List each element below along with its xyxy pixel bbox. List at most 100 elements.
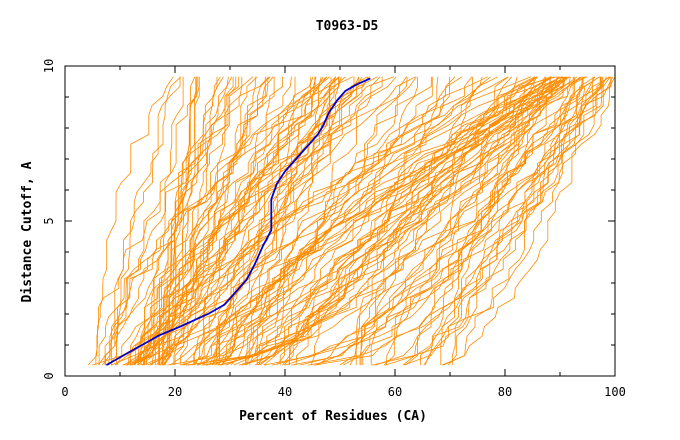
background-series-line	[162, 76, 324, 366]
background-series-line	[165, 76, 196, 366]
y-tick-label: 5	[42, 217, 56, 224]
background-series-line	[131, 76, 564, 366]
background-series-line	[451, 76, 564, 366]
background-series-line	[288, 76, 570, 366]
background-series-line	[221, 76, 536, 366]
background-series-line	[245, 76, 552, 366]
background-series-line	[116, 76, 353, 366]
background-series-line	[218, 76, 538, 366]
highlight-series-group	[105, 77, 371, 366]
x-tick-label: 60	[388, 385, 402, 399]
background-series-line	[122, 76, 258, 366]
background-series-group	[87, 76, 616, 366]
highlight-series-line	[105, 77, 371, 366]
background-series-line	[146, 76, 274, 366]
background-series-line	[105, 76, 181, 366]
x-axis-label: Percent of Residues (CA)	[239, 409, 427, 424]
background-series-line	[116, 76, 314, 366]
background-series-line	[185, 76, 558, 366]
background-series-line	[167, 76, 499, 366]
background-series-line	[163, 76, 275, 366]
background-series-line	[375, 76, 601, 366]
x-tick-label: 20	[168, 385, 182, 399]
background-series-line	[349, 76, 551, 366]
background-series-line	[238, 76, 559, 366]
x-tick-label: 100	[604, 385, 626, 399]
background-series-line	[218, 76, 360, 366]
background-series-line	[209, 76, 567, 366]
background-series-line	[199, 76, 360, 366]
background-series-line	[248, 76, 381, 366]
background-series-line	[180, 76, 408, 366]
background-series-line	[187, 76, 574, 366]
background-series-line	[233, 76, 568, 366]
background-series-line	[245, 76, 339, 366]
background-series-line	[225, 76, 512, 366]
background-series-line	[423, 76, 616, 366]
background-series-line	[220, 76, 368, 366]
background-series-line	[213, 76, 433, 366]
background-series-line	[193, 76, 552, 366]
background-series-line	[156, 76, 316, 366]
x-tick-label: 40	[278, 385, 292, 399]
background-series-line	[134, 76, 292, 366]
background-series-line	[162, 76, 269, 366]
background-series-line	[218, 76, 509, 366]
background-series-line	[385, 76, 576, 366]
background-series-line	[289, 76, 555, 366]
background-series-line	[447, 76, 607, 366]
background-series-line	[405, 76, 547, 366]
background-series-line	[162, 76, 200, 366]
background-series-line	[441, 76, 612, 366]
background-series-line	[180, 76, 328, 366]
background-series-line	[137, 76, 340, 366]
background-series-line	[283, 76, 570, 366]
y-tick-label: 10	[42, 59, 56, 73]
background-series-line	[162, 76, 383, 366]
background-series-line	[216, 76, 363, 366]
background-series-line	[102, 76, 229, 366]
background-series-line	[202, 76, 483, 366]
background-series-line	[284, 76, 612, 366]
background-series-line	[104, 76, 254, 366]
background-series-line	[402, 76, 583, 366]
background-series-line	[173, 76, 488, 366]
background-series-line	[308, 76, 604, 366]
background-series-line	[254, 76, 562, 366]
background-series-line	[98, 76, 200, 366]
background-series-line	[174, 76, 369, 366]
background-series-line	[160, 76, 256, 366]
background-series-line	[245, 76, 463, 366]
y-axis-label: Distance Cutoff, A	[20, 161, 35, 302]
x-tick-label: 80	[498, 385, 512, 399]
background-series-line	[211, 76, 340, 366]
background-series-line	[212, 76, 355, 366]
background-series-line	[126, 76, 456, 366]
background-series-line	[360, 76, 571, 366]
background-series-line	[197, 76, 408, 366]
y-tick-label: 0	[42, 372, 56, 379]
background-series-line	[419, 76, 565, 366]
background-series-line	[92, 76, 271, 366]
background-series-line	[291, 76, 584, 366]
background-series-line	[127, 76, 198, 366]
background-series-line	[114, 76, 243, 366]
axis-ticks: 0 20 40 60 80 100 0 5 10	[42, 59, 626, 399]
background-series-line	[141, 76, 397, 366]
background-series-line	[256, 76, 346, 366]
background-series-line	[339, 76, 565, 366]
background-series-line	[193, 76, 555, 366]
background-series-line	[158, 76, 240, 366]
background-series-line	[219, 76, 518, 366]
background-series-line	[95, 76, 174, 366]
background-series-line	[151, 76, 416, 366]
background-series-line	[98, 76, 330, 366]
background-series-line	[143, 76, 224, 366]
background-series-line	[362, 76, 567, 366]
background-series-line	[192, 76, 491, 366]
chart-title: T0963-D5	[316, 19, 379, 34]
background-series-line	[87, 76, 269, 366]
background-series-line	[183, 76, 600, 366]
x-tick-label: 0	[61, 385, 68, 399]
